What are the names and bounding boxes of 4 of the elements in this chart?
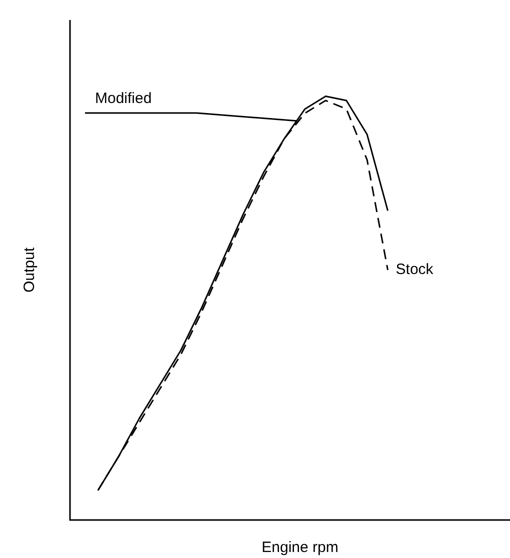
text: Modified xyxy=(95,90,152,107)
y-axis-title: Output xyxy=(21,246,38,293)
x-axis-title: Engine rpm xyxy=(262,539,338,556)
series-label: Stock xyxy=(396,261,434,278)
